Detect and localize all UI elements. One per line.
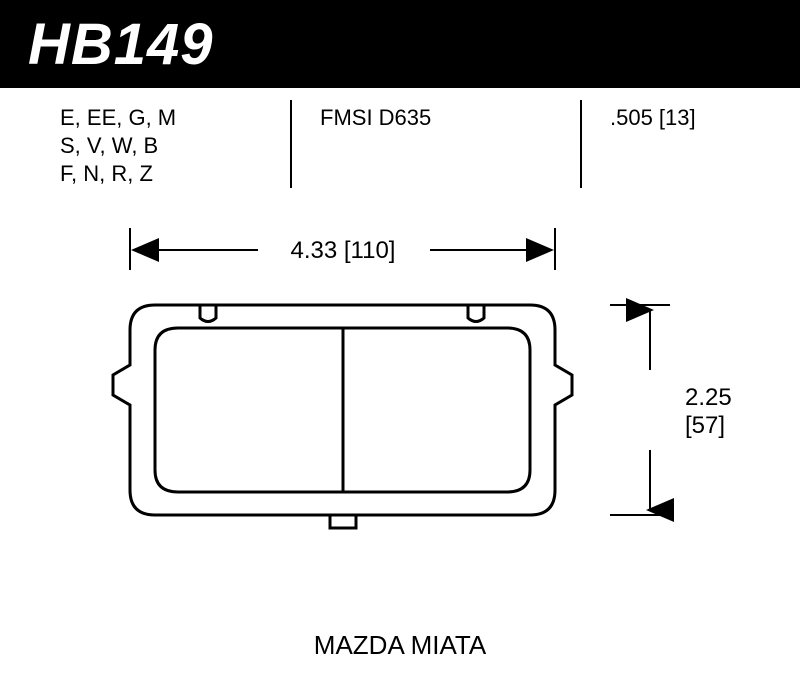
compounds-line-1: E, EE, G, M [60,104,260,132]
technical-drawing: 4.33 [110] 2.25 [57] [0,210,800,630]
fmsi-column: FMSI D635 [320,104,520,132]
width-dim-label: 4.33 [110] [291,237,396,264]
header-bar: HB149 [0,0,800,88]
thickness-column: .505 [13] [610,104,770,132]
compounds-column: E, EE, G, M S, V, W, B F, N, R, Z [60,104,260,188]
info-row: E, EE, G, M S, V, W, B F, N, R, Z FMSI D… [0,100,800,190]
divider-2 [580,100,582,188]
height-dim-label-2: [57] [685,412,725,439]
part-number: HB149 [28,11,214,78]
brake-pad-outline [113,305,572,528]
height-dimension: 2.25 [57] [610,305,732,515]
height-dim-label-1: 2.25 [685,384,732,411]
compounds-line-2: S, V, W, B [60,132,260,160]
width-dimension: 4.33 [110] [130,228,555,270]
vehicle-label: MAZDA MIATA [0,630,800,661]
compounds-line-3: F, N, R, Z [60,160,260,188]
divider-1 [290,100,292,188]
